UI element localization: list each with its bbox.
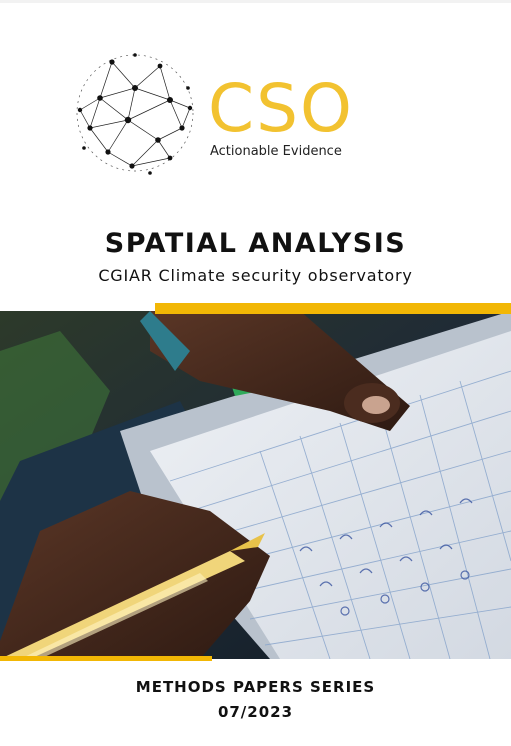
top-strip: [0, 0, 511, 3]
cso-logo: CSO Actionable Evidence: [70, 48, 370, 178]
logo-mark: CSO: [208, 70, 354, 147]
hand-filling-datasheet-photo: [0, 311, 511, 659]
series-label: METHODS PAPERS SERIES: [135, 678, 376, 696]
logo-tagline: Actionable Evidence: [210, 144, 342, 159]
cover-photo: [0, 311, 511, 659]
page-subtitle: CGIAR Climate security observatory: [98, 266, 413, 285]
accent-bar-bottom: [0, 656, 212, 661]
logo-wordmark: CSO Actionable Evidence: [208, 70, 354, 160]
accent-bar-top: [155, 303, 511, 314]
issue-label: 07/2023: [217, 703, 294, 721]
page-title: SPATIAL ANALYSIS: [104, 228, 407, 259]
network-globe-icon: [76, 53, 194, 175]
